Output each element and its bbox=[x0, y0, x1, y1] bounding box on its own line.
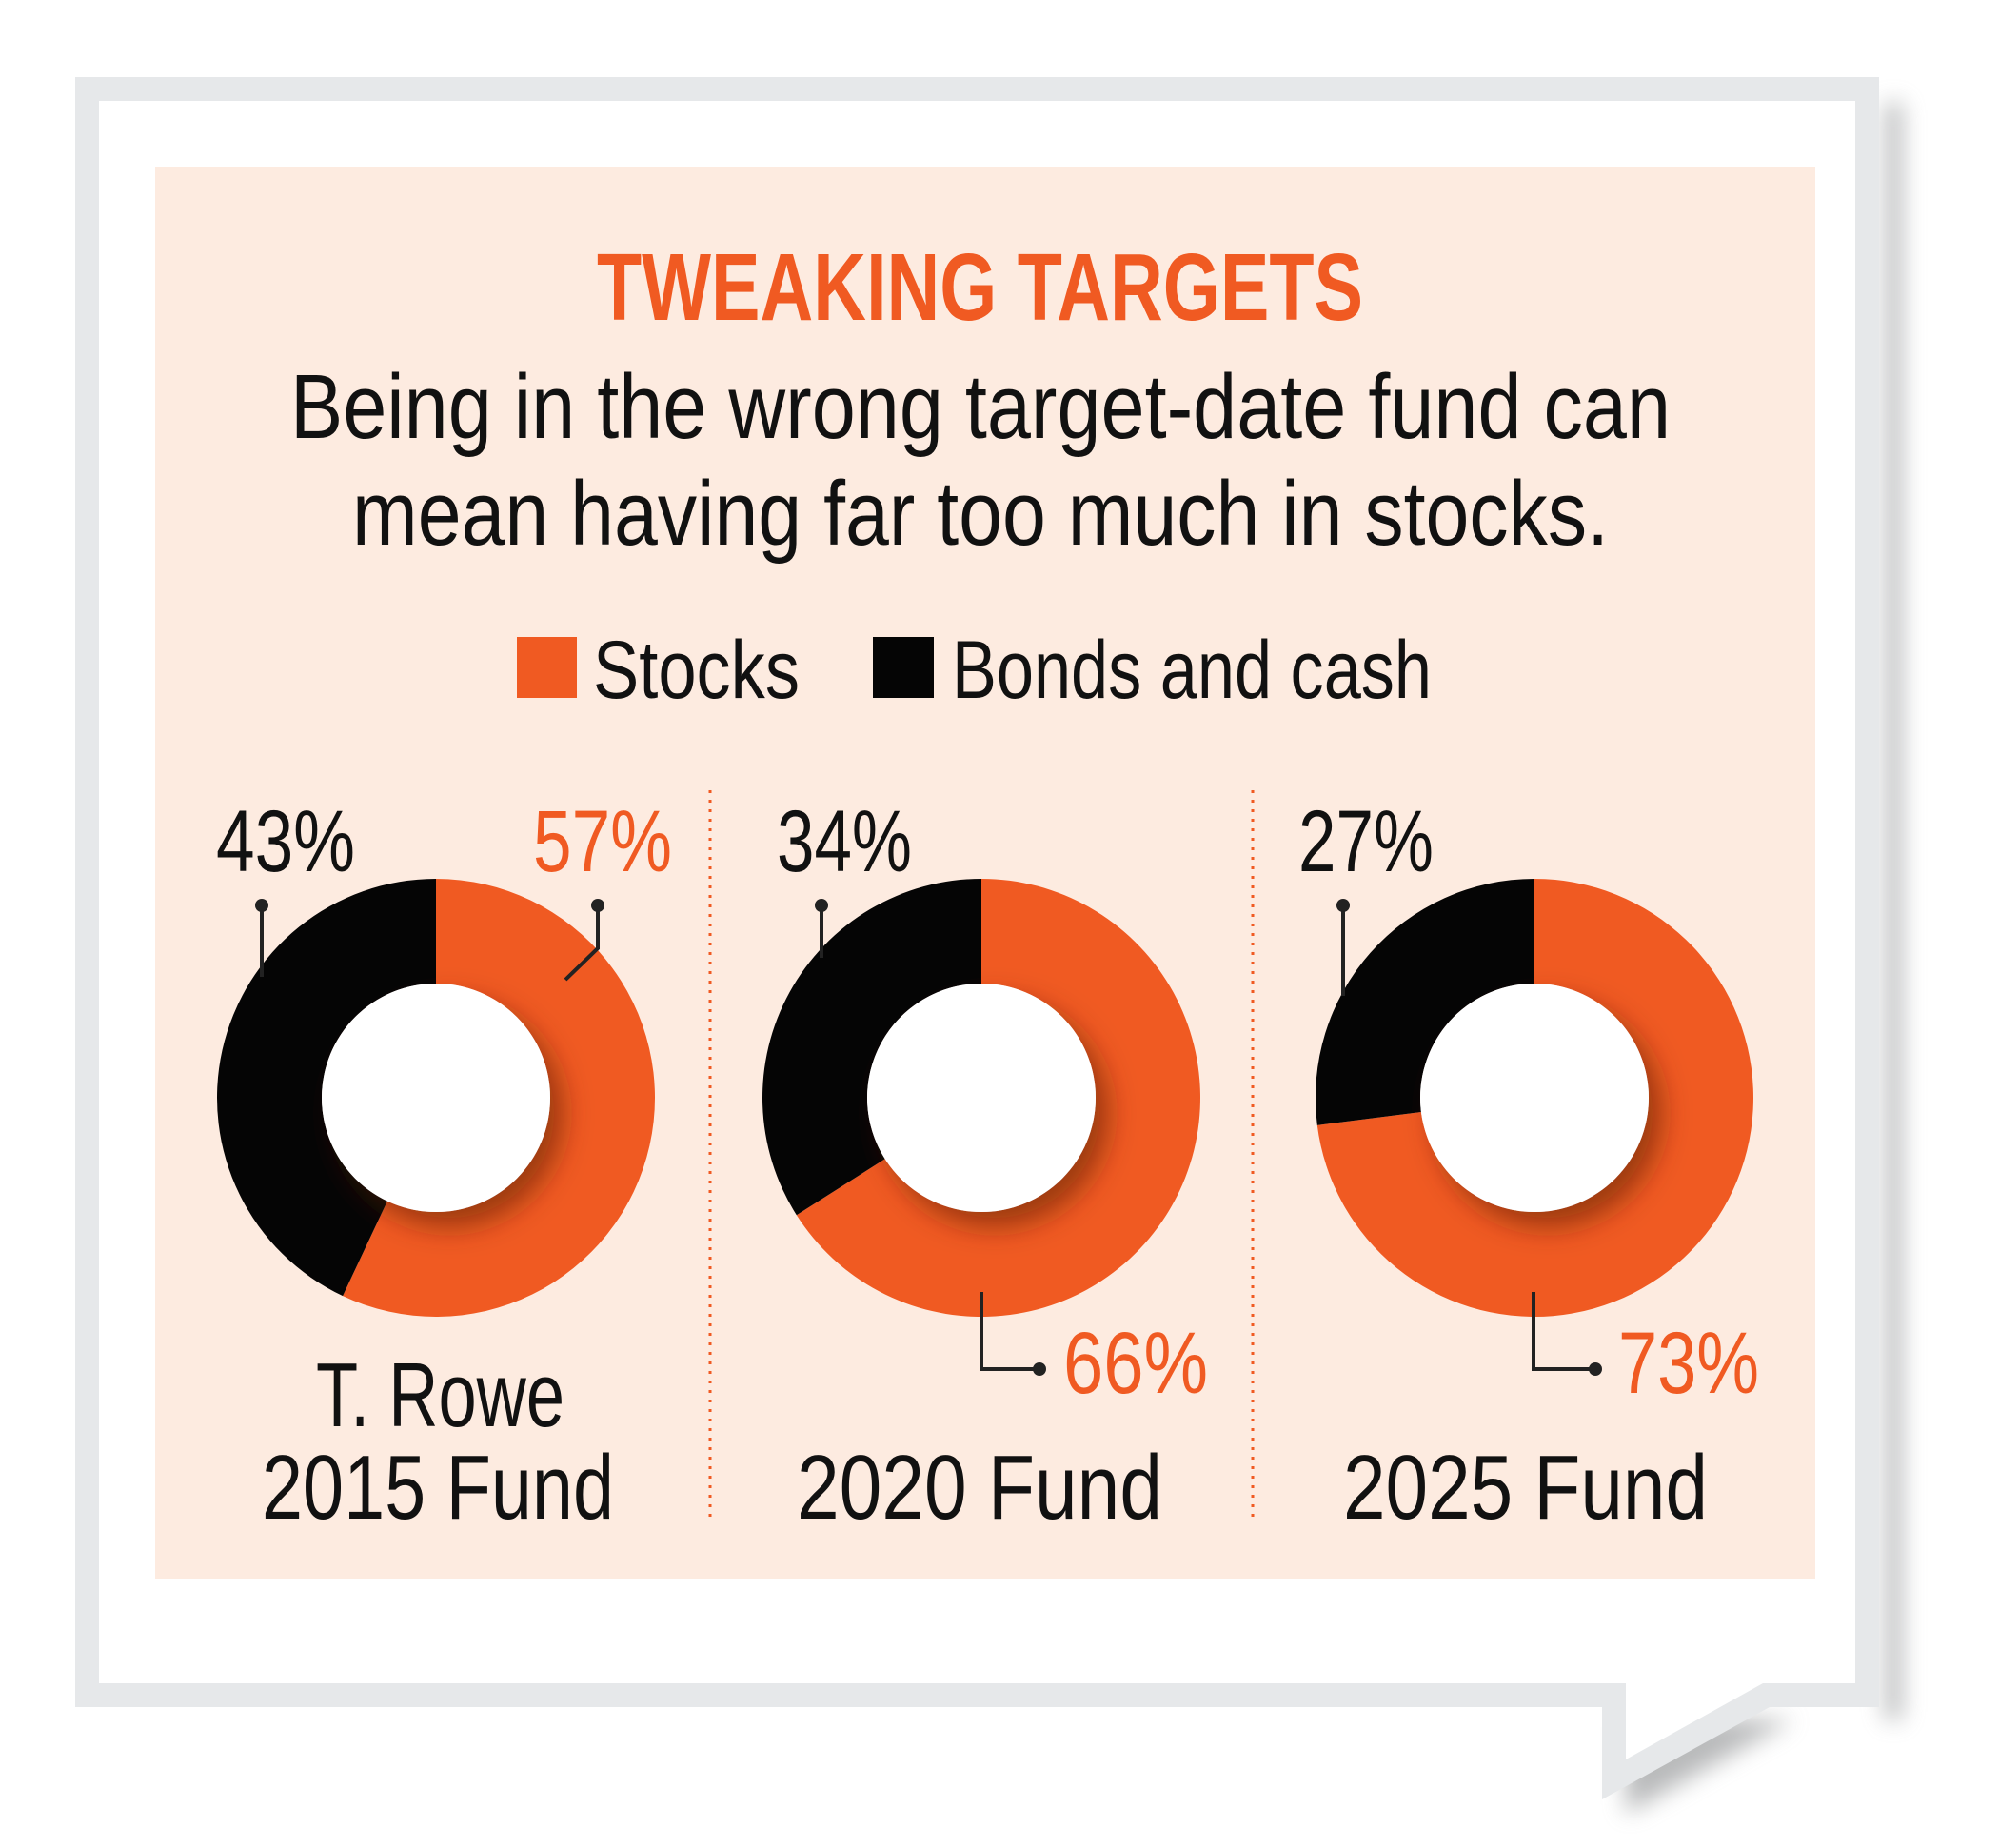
fund-name-2020: 2020 Fund bbox=[797, 1437, 1162, 1539]
donut-2015-stocks-slice bbox=[343, 879, 655, 1317]
leader-line-2015-stocks bbox=[564, 905, 600, 982]
fund-name-2015-line-1: T. Rowe bbox=[316, 1344, 564, 1446]
leader-dot bbox=[815, 899, 828, 912]
donut-2020-hole bbox=[867, 984, 1096, 1212]
label-2015-bonds: 43% bbox=[216, 793, 355, 890]
label-2025-stocks: 73% bbox=[1618, 1315, 1759, 1412]
donut-2025-bonds-slice bbox=[1316, 879, 1534, 1125]
chart-title: TWEAKING TARGETS bbox=[597, 234, 1363, 341]
legend-swatch-stocks bbox=[517, 637, 577, 698]
donut-2015-bonds-slice bbox=[216, 879, 436, 1297]
leader-dot bbox=[255, 899, 268, 912]
leader-dot bbox=[591, 899, 604, 912]
donut-2020-bonds-slice bbox=[762, 879, 981, 1216]
fund-name-2025: 2025 Fund bbox=[1343, 1437, 1708, 1539]
leader-dot bbox=[1033, 1362, 1046, 1376]
label-2015-stocks: 57% bbox=[533, 793, 672, 890]
leader-lines bbox=[260, 905, 1595, 1371]
leader-line-2025-stocks bbox=[1532, 1292, 1595, 1371]
label-2025-bonds: 27% bbox=[1298, 793, 1434, 890]
donut-2020-stocks-slice bbox=[796, 879, 1201, 1317]
donut-charts bbox=[216, 879, 1753, 1317]
chart-subtitle-line-1: Being in the wrong target-date fund can bbox=[290, 356, 1671, 458]
label-2020-bonds: 34% bbox=[777, 793, 912, 890]
fund-name-2015-line-2: 2015 Fund bbox=[262, 1437, 614, 1539]
chart-subtitle-line-2: mean having far too much in stocks. bbox=[352, 463, 1609, 565]
legend: Stocks Bonds and cash bbox=[517, 625, 1432, 716]
legend-label-bonds: Bonds and cash bbox=[952, 625, 1432, 716]
leader-dots bbox=[255, 899, 1602, 1376]
leader-line-2020-stocks bbox=[980, 1292, 1039, 1371]
donut-2025-stocks-slice bbox=[1316, 879, 1753, 1317]
leader-dot bbox=[1336, 899, 1350, 912]
donut-2025-hole bbox=[1420, 984, 1649, 1212]
label-2020-stocks: 66% bbox=[1063, 1315, 1208, 1412]
leader-dot bbox=[1589, 1362, 1602, 1376]
legend-label-stocks: Stocks bbox=[593, 625, 800, 716]
legend-swatch-bonds bbox=[873, 637, 934, 698]
chart-panel bbox=[155, 167, 1815, 1579]
donut-2015-hole bbox=[322, 984, 550, 1212]
